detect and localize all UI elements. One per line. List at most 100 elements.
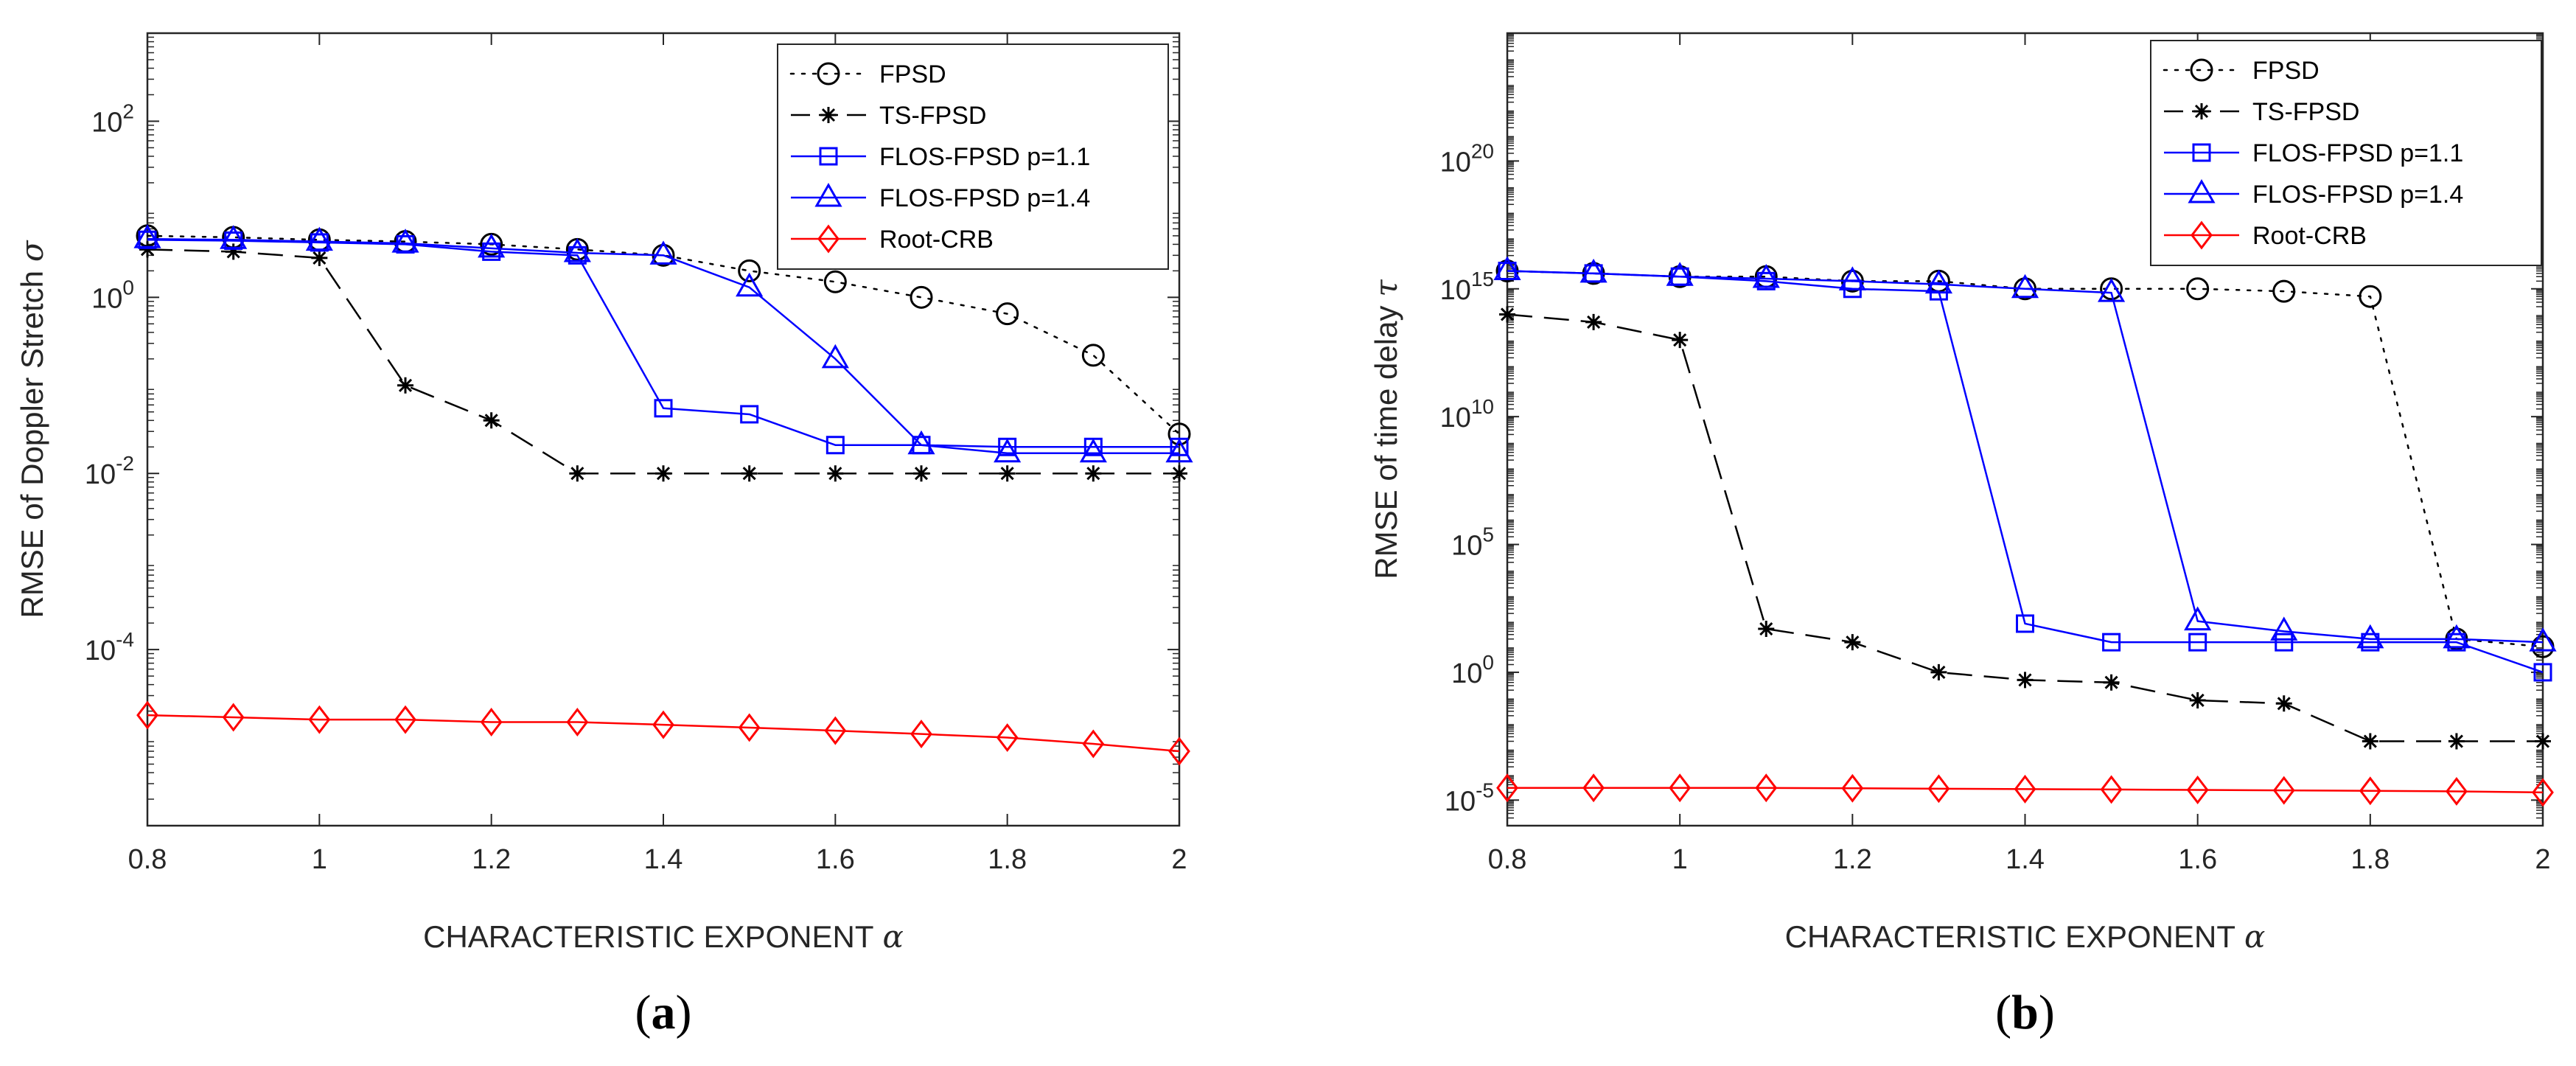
x-tick-label: 1.2 (1833, 844, 1872, 875)
data-point (2362, 733, 2378, 750)
data-point (2533, 663, 2552, 682)
panel-label: (b) (1995, 986, 2055, 1039)
data-point (2017, 672, 2034, 689)
data-point (1844, 634, 1861, 651)
panel-label: (a) (635, 986, 692, 1039)
x-tick-label: 1 (1672, 844, 1688, 875)
chart-a: 0.8 1 1.2 1.4 1.6 1.8 210-410-2100102FPSDTS-FP… (14, 32, 1193, 1039)
y-axis-symbol: τ (1368, 279, 1404, 297)
y-tick-label: 100 (1451, 651, 1494, 689)
x-tick-label: 1.8 (988, 844, 1027, 875)
data-point (1171, 465, 1187, 482)
data-point (999, 465, 1016, 482)
legend-marker (817, 62, 840, 86)
series-flos-fpsd-p-1-4 (1493, 256, 2557, 652)
data-point (823, 270, 847, 293)
legend-label: FLOS-FPSD p=1.4 (2252, 181, 2463, 209)
chart-b: 0.8 1 1.2 1.4 1.6 1.8 210-5100105101010151020F… (1368, 32, 2557, 1039)
data-point (738, 259, 761, 282)
data-point (2446, 776, 2468, 806)
x-tick-label: 2 (2535, 844, 2550, 875)
x-axis-symbol: α (883, 919, 904, 955)
data-point (133, 224, 161, 248)
data-point (824, 716, 847, 745)
x-tick-label: 0.8 (128, 844, 167, 875)
y-tick-base: 10 (1440, 403, 1471, 433)
data-point (1167, 422, 1191, 446)
y-tick-exponent: 15 (1471, 268, 1494, 290)
series-line-fpsd (146, 234, 1181, 436)
data-point (2529, 627, 2557, 652)
y-tick-base: 10 (1451, 531, 1482, 562)
legend-label: TS-FPSD (2252, 98, 2359, 126)
data-point (136, 700, 158, 730)
data-point (2272, 279, 2296, 303)
y-tick-exponent: 5 (1482, 523, 1494, 546)
series-root-crb (1496, 773, 2554, 807)
data-point (1838, 266, 1866, 290)
data-point (741, 465, 758, 482)
data-point (2270, 616, 2298, 641)
panel-label-close: ) (676, 986, 692, 1039)
panel-label-close: ) (2039, 986, 2055, 1039)
legend-marker (2192, 143, 2211, 162)
data-point (478, 233, 506, 258)
x-axis-label-text: CHARACTERISTIC EXPONENT (423, 919, 873, 954)
legend-label: FLOS-FPSD p=1.4 (879, 184, 1090, 212)
y-tick-label: 10-5 (1445, 778, 1494, 817)
data-point (308, 705, 331, 734)
data-point (2356, 624, 2384, 649)
data-point (569, 465, 586, 482)
y-axis-label: RMSE of Doppler Stretch σ (14, 240, 50, 619)
y-tick-base: 10 (91, 283, 122, 314)
legend-marker (2188, 178, 2216, 203)
data-point (994, 438, 1022, 463)
data-point (2272, 776, 2295, 805)
y-axis-label-text: RMSE of time delay (1369, 306, 1403, 579)
data-point (996, 723, 1019, 753)
data-point (1165, 438, 1193, 463)
y-tick-label: 10-4 (85, 628, 134, 666)
legend-marker (814, 182, 842, 207)
data-point (821, 344, 849, 369)
panel-label-letter: b (2011, 986, 2039, 1039)
data-point (2016, 614, 2034, 633)
data-point (1924, 269, 1953, 294)
data-point (2103, 674, 2120, 691)
series-root-crb (136, 700, 1190, 766)
y-tick-label: 10-2 (85, 452, 134, 490)
data-point (305, 226, 333, 251)
y-tick-label: 102 (91, 100, 134, 138)
series-line-flos-fpsd-p-1-4 (147, 237, 1179, 454)
y-tick-exponent: -4 (116, 628, 134, 651)
y-axis-label: RMSE of time delay τ (1368, 279, 1404, 579)
data-point (1841, 773, 1864, 803)
data-point (655, 465, 671, 482)
legend-marker (820, 107, 837, 123)
data-point (2097, 278, 2126, 302)
data-point (480, 708, 503, 736)
series-line-root-crb (147, 714, 1180, 753)
data-point (1085, 465, 1102, 482)
x-tick-label: 1.8 (2350, 844, 2390, 875)
data-point (740, 405, 759, 424)
data-point (2011, 274, 2039, 299)
y-tick-base: 10 (1440, 275, 1471, 306)
y-tick-exponent: -2 (116, 452, 134, 475)
data-point (649, 240, 677, 265)
series-ts-fpsd (139, 241, 1187, 482)
x-tick-label: 1.4 (644, 844, 683, 875)
data-point (2102, 633, 2121, 652)
series-line-flos-fpsd-p-1-4 (1507, 270, 2544, 644)
data-point (1666, 262, 1694, 286)
data-point (2186, 277, 2210, 301)
data-point (566, 708, 589, 736)
x-axis-label: CHARACTERISTIC EXPONENT α (1785, 919, 2266, 955)
data-point (2359, 776, 2381, 806)
legend-label: FPSD (2252, 57, 2320, 85)
data-point (2535, 733, 2551, 750)
y-tick-exponent: 10 (1471, 395, 1494, 418)
data-point (397, 377, 413, 394)
data-point (1930, 663, 1947, 680)
